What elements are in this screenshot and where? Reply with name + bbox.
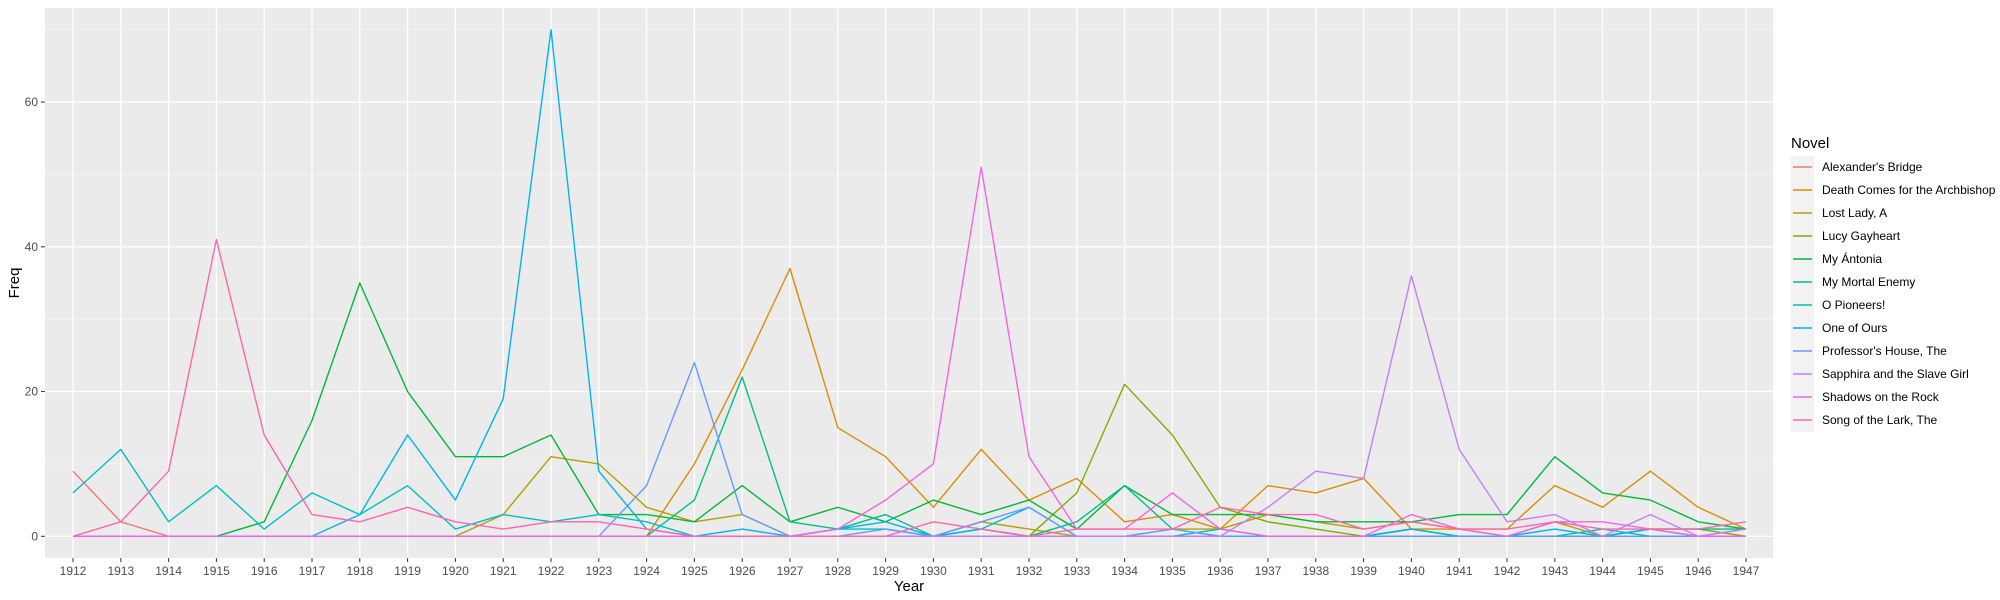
- legend-label: Death Comes for the Archbishop: [1822, 183, 1996, 197]
- x-tick-label: 1918: [346, 564, 373, 578]
- x-tick-label: 1921: [490, 564, 517, 578]
- y-tick-label: 40: [25, 240, 39, 254]
- x-tick-label: 1934: [1111, 564, 1138, 578]
- x-tick-label: 1926: [729, 564, 756, 578]
- legend: Novel Alexander's Bridge Death Comes for …: [1791, 135, 1996, 432]
- y-tick-label: 0: [31, 529, 38, 543]
- x-tick-label: 1940: [1398, 564, 1425, 578]
- y-tick-label: 20: [25, 385, 39, 399]
- x-tick-label: 1937: [1255, 564, 1282, 578]
- x-tick-label: 1942: [1494, 564, 1521, 578]
- x-tick-label: 1941: [1446, 564, 1473, 578]
- x-tick-label: 1945: [1637, 564, 1664, 578]
- x-tick-label: 1943: [1541, 564, 1568, 578]
- legend-label: One of Ours: [1822, 321, 1887, 335]
- y-axis: 0 20 40 60: [25, 95, 45, 543]
- x-tick-label: 1923: [585, 564, 612, 578]
- x-axis-title: Year: [894, 578, 924, 595]
- series-line: [73, 282, 1747, 537]
- x-tick-label: 1916: [251, 564, 278, 578]
- legend-label: Song of the Lark, The: [1822, 413, 1938, 427]
- legend-label: O Pioneers!: [1822, 298, 1885, 312]
- legend-label: Alexander's Bridge: [1822, 160, 1923, 174]
- legend-label: Sapphira and the Slave Girl: [1822, 367, 1969, 381]
- legend-label: Lucy Gayheart: [1822, 229, 1901, 243]
- x-tick-label: 1932: [1016, 564, 1043, 578]
- x-tick-label: 1913: [107, 564, 134, 578]
- plot-panel: [45, 8, 1773, 558]
- legend-label: Professor's House, The: [1822, 344, 1947, 358]
- x-tick-label: 1929: [872, 564, 899, 578]
- x-tick-label: 1927: [777, 564, 804, 578]
- x-tick-label: 1930: [920, 564, 947, 578]
- x-axis: 1912 1913 1914 1915 1916 1917 1918 1919 1920 1921…: [60, 558, 1760, 578]
- x-tick-label: 1939: [1350, 564, 1377, 578]
- x-tick-label: 1925: [681, 564, 708, 578]
- x-tick-label: 1922: [538, 564, 565, 578]
- x-tick-label: 1914: [155, 564, 182, 578]
- x-tick-label: 1947: [1733, 564, 1760, 578]
- legend-label: My Ántonia: [1822, 251, 1882, 266]
- legend-label: Lost Lady, A: [1822, 206, 1887, 220]
- x-tick-label: 1946: [1685, 564, 1712, 578]
- series-lines: [72, 29, 1747, 537]
- y-axis-title: Freq: [6, 268, 23, 299]
- x-tick-label: 1944: [1589, 564, 1616, 578]
- x-tick-label: 1928: [824, 564, 851, 578]
- x-tick-label: 1917: [299, 564, 326, 578]
- x-tick-label: 1936: [1207, 564, 1234, 578]
- legend-label: Shadows on the Rock: [1822, 390, 1940, 404]
- minor-gridlines: [45, 29, 1773, 465]
- x-tick-label: 1919: [394, 564, 421, 578]
- x-tick-label: 1931: [968, 564, 995, 578]
- x-tick-label: 1933: [1063, 564, 1090, 578]
- series-line: [72, 238, 1747, 537]
- x-tick-label: 1915: [203, 564, 230, 578]
- y-tick-label: 60: [25, 95, 39, 109]
- legend-label: My Mortal Enemy: [1822, 275, 1915, 289]
- x-tick-label: 1938: [1302, 564, 1329, 578]
- x-tick-label: 1924: [633, 564, 660, 578]
- x-tick-label: 1912: [60, 564, 87, 578]
- x-tick-label: 1920: [442, 564, 469, 578]
- series-line: [73, 166, 1746, 537]
- x-tick-label: 1935: [1159, 564, 1186, 578]
- legend-title: Novel: [1791, 135, 1829, 152]
